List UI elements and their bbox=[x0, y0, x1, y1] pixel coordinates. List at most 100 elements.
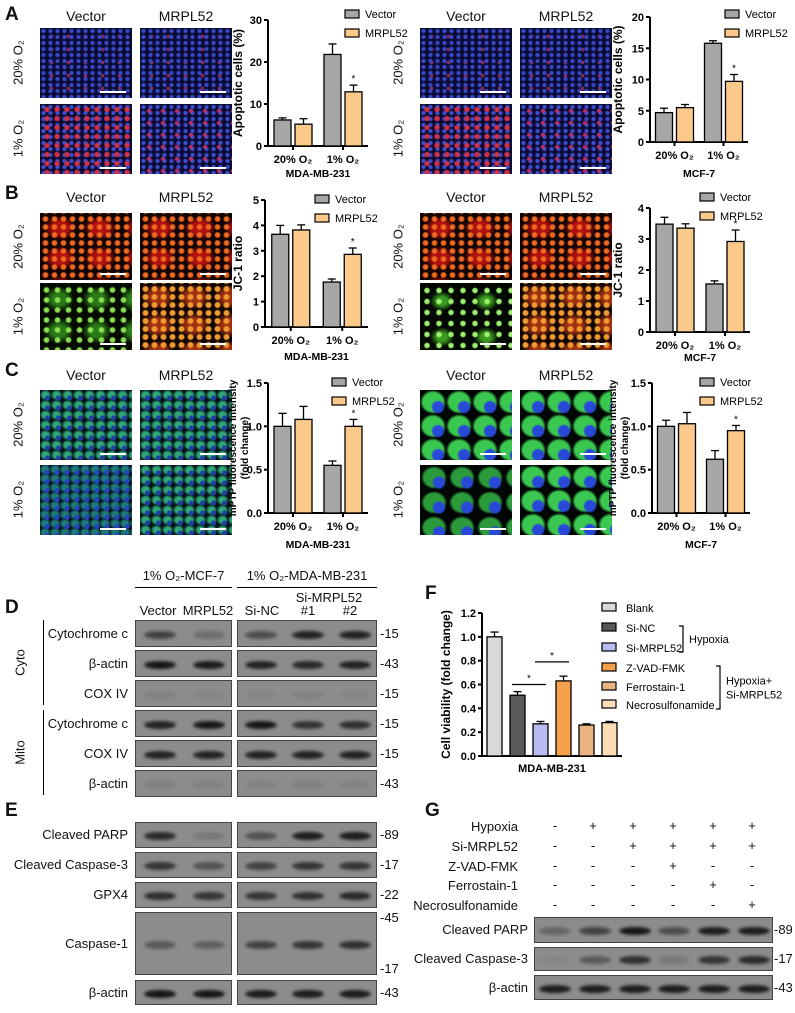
scale-bar bbox=[100, 167, 126, 169]
protein-band bbox=[292, 720, 324, 729]
condition-sign: - bbox=[590, 858, 596, 873]
micrograph-column-label: Vector bbox=[66, 367, 106, 383]
legend-label: MRPL52 bbox=[745, 28, 788, 40]
protein-band bbox=[245, 862, 278, 870]
protein-band bbox=[144, 892, 177, 900]
protein-band bbox=[618, 927, 651, 935]
bar-chart-c-mda: 0.0 0.5 1.0 1.5 mPTP fluorescence intensity(… bbox=[228, 377, 395, 551]
significance-marker: * bbox=[732, 64, 736, 75]
protein-band bbox=[245, 690, 278, 699]
micrograph-column-label: MRPL52 bbox=[538, 189, 594, 205]
bar-vector-1 bbox=[703, 42, 723, 143]
scale-bar bbox=[100, 91, 126, 93]
protein-band bbox=[245, 780, 278, 789]
legend-label: MRPL52 bbox=[352, 396, 395, 408]
blot-group-header: 1% O₂-MDA-MB-231 bbox=[246, 568, 368, 583]
x-tick-label: 20% O₂ bbox=[655, 150, 694, 162]
micrograph-row-label: 20% O₂ bbox=[10, 223, 26, 269]
protein-band bbox=[144, 832, 177, 840]
protein-band bbox=[538, 984, 571, 993]
blot-d-left bbox=[135, 620, 232, 647]
protein-band bbox=[245, 630, 278, 639]
scale-bar bbox=[580, 273, 606, 275]
y-tick-label: 0.5 bbox=[631, 465, 646, 477]
micrograph-column-label: Vector bbox=[66, 8, 106, 24]
blot-d-right bbox=[237, 650, 377, 677]
condition-sign: + bbox=[669, 858, 677, 873]
protein-band bbox=[698, 984, 731, 993]
y-tick-label: 1 bbox=[638, 296, 644, 308]
molecular-weight-marker: -43 bbox=[380, 776, 399, 791]
micrograph bbox=[420, 104, 512, 174]
molecular-weight-marker: -43 bbox=[380, 656, 399, 671]
x-tick-label: 20% O₂ bbox=[657, 521, 696, 533]
protein-band bbox=[292, 780, 324, 789]
micrograph-column-label: MRPL52 bbox=[538, 8, 594, 24]
group-divider-line bbox=[135, 587, 232, 588]
legend-label: Si-MRPL52 bbox=[626, 643, 682, 655]
blot-e-left bbox=[135, 822, 232, 848]
bar-mrpl52-0 bbox=[677, 423, 697, 514]
legend-swatch bbox=[724, 9, 740, 19]
blot-row-label: Cleaved PARP bbox=[442, 922, 528, 937]
blot-row-label: Caspase-1 bbox=[65, 935, 128, 951]
scale-bar bbox=[200, 167, 226, 169]
blot-e-right bbox=[237, 822, 377, 848]
micrograph bbox=[420, 283, 512, 350]
molecular-weight-marker: -45 bbox=[380, 910, 399, 925]
protein-band bbox=[245, 989, 278, 998]
lane-label: #1 bbox=[300, 603, 316, 618]
legend-swatch bbox=[601, 662, 617, 672]
protein-band bbox=[618, 984, 651, 993]
x-tick-label: 20% O₂ bbox=[274, 521, 313, 533]
y-tick-label: 0 bbox=[638, 137, 644, 149]
blot-row-label: Cleaved Caspase-3 bbox=[413, 951, 528, 966]
panel-label-g: G bbox=[425, 800, 440, 821]
protein-band bbox=[144, 780, 177, 789]
legend-label: MRPL52 bbox=[720, 211, 763, 223]
legend-label: Vector bbox=[335, 194, 367, 206]
condition-sign: + bbox=[748, 897, 756, 912]
y-tick-label: 1.0 bbox=[461, 632, 476, 644]
lane-label: #2 bbox=[342, 603, 358, 618]
significance-marker: * bbox=[351, 237, 355, 248]
blot-row-label: COX IV bbox=[83, 686, 128, 701]
protein-band bbox=[192, 989, 225, 998]
blot-row-label: Cleaved Caspase-3 bbox=[13, 857, 128, 872]
protein-band bbox=[192, 780, 225, 789]
y-tick-label: 4 bbox=[253, 220, 260, 232]
micrograph bbox=[520, 28, 612, 98]
molecular-weight-marker: -15 bbox=[380, 686, 399, 701]
legend-label: Vector bbox=[720, 377, 752, 389]
condition-sign: - bbox=[552, 818, 558, 833]
bar-vector-0 bbox=[654, 111, 674, 143]
lane-label: Si-NC bbox=[244, 603, 280, 618]
blot-d-left bbox=[135, 650, 232, 677]
y-axis-label: (fold change) bbox=[620, 417, 631, 480]
protein-band bbox=[192, 720, 225, 729]
bar-mrpl52-0 bbox=[676, 227, 695, 333]
protein-band bbox=[192, 750, 225, 759]
blot-e-right bbox=[237, 980, 377, 1005]
protein-band bbox=[192, 892, 225, 900]
bar-mrpl52-1 bbox=[726, 430, 746, 514]
protein-band bbox=[538, 927, 571, 935]
y-tick-label: 0.8 bbox=[461, 656, 476, 668]
molecular-weight-marker: -17 bbox=[380, 857, 399, 872]
condition-sign: - bbox=[552, 877, 558, 892]
protein-band bbox=[144, 630, 177, 639]
bar-chart-f: 0.0 0.2 0.4 0.6 0.8 1.0 1.2 Cell viability (fol… bbox=[439, 602, 782, 775]
micrograph bbox=[520, 465, 612, 535]
micrograph bbox=[40, 28, 132, 98]
condition-sign: - bbox=[749, 858, 755, 873]
scale-bar bbox=[100, 273, 126, 275]
condition-sign: - bbox=[552, 858, 558, 873]
blot-d-left bbox=[135, 680, 232, 707]
scale-bar bbox=[200, 453, 226, 455]
blot-row-label: GPX4 bbox=[93, 887, 128, 902]
legend-swatch bbox=[601, 622, 617, 632]
panel-label-d: D bbox=[5, 597, 19, 618]
scale-bar bbox=[200, 91, 226, 93]
blot-d-right bbox=[237, 770, 377, 797]
bar-vector-0 bbox=[273, 425, 292, 514]
